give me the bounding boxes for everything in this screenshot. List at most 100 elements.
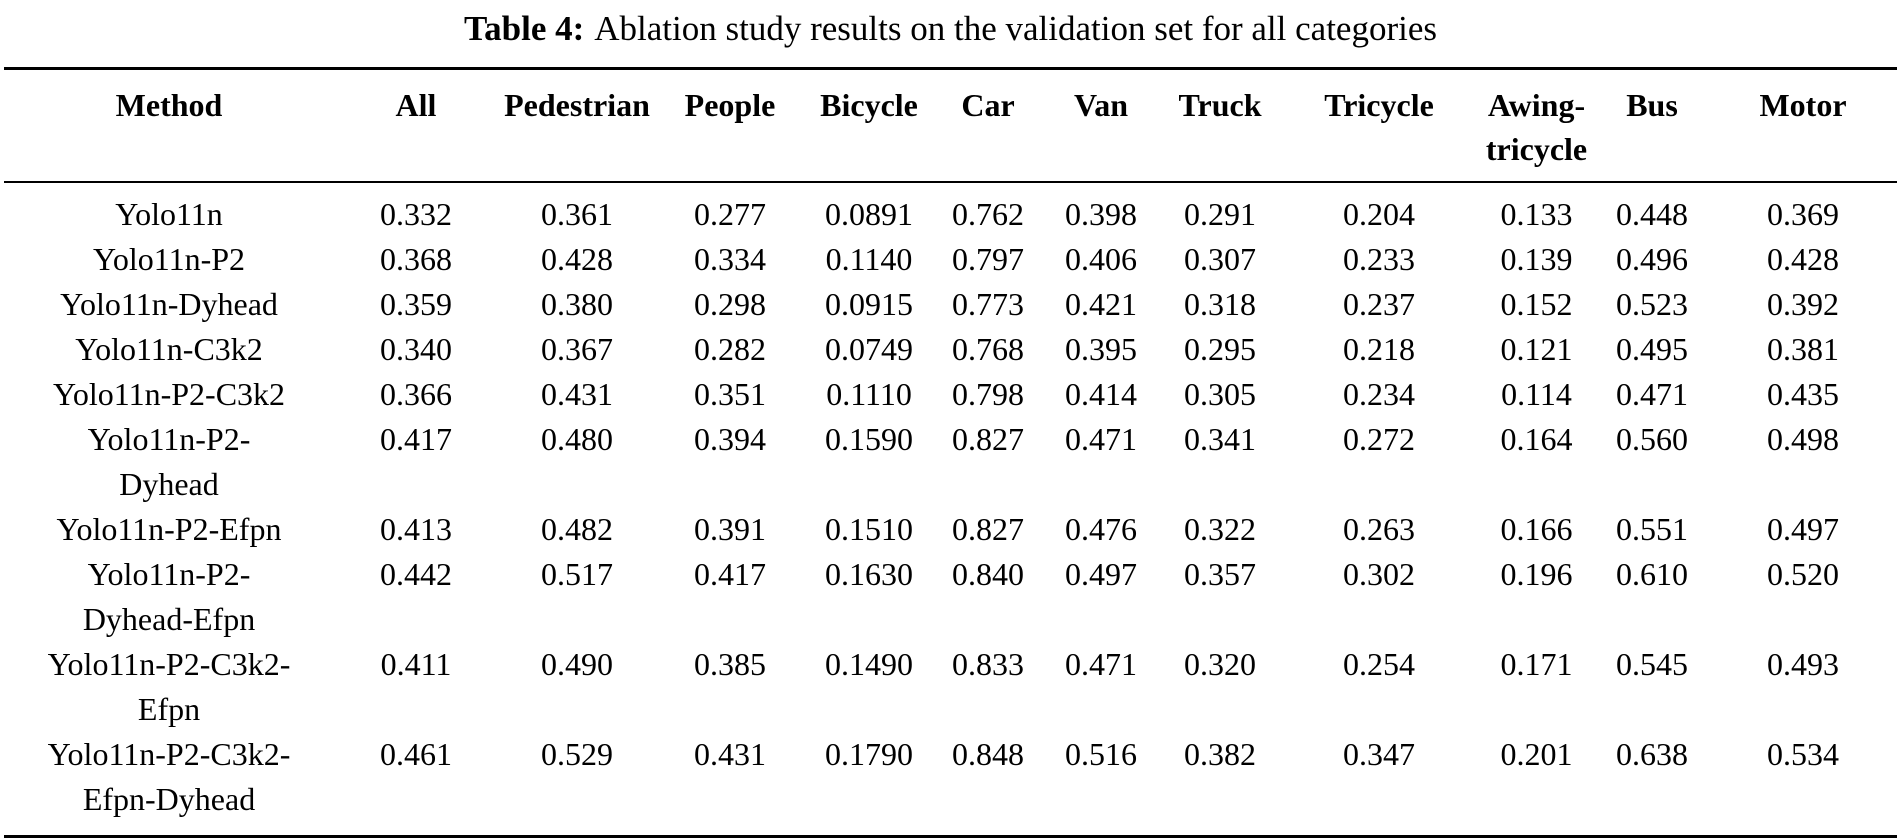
value-cell: 0.762 — [952, 196, 1024, 232]
method-label: Yolo11n-Dyhead — [60, 286, 278, 322]
value-cell: 0.332 — [380, 196, 452, 232]
value-cell: 0.233 — [1343, 241, 1415, 277]
value-cell: 0.380 — [541, 286, 613, 322]
column-header-people: People — [656, 69, 804, 183]
value-cell: 0.282 — [694, 331, 766, 367]
value-cell: 0.196 — [1500, 556, 1573, 592]
value-cell: 0.152 — [1500, 286, 1573, 322]
value-cell: 0.201 — [1500, 736, 1573, 772]
value-cell: 0.347 — [1343, 736, 1415, 772]
value-cell: 0.421 — [1065, 286, 1137, 322]
value-cell: 0.0891 — [825, 196, 913, 232]
value-cell: 0.428 — [1767, 241, 1839, 277]
value-cell: 0.204 — [1343, 196, 1415, 232]
value-cell: 0.340 — [380, 331, 452, 367]
table-row: Yolo11n-Dyhead 0.359 0.380 0.298 0.0915 0.773… — [4, 282, 1897, 327]
value-cell: 0.435 — [1767, 376, 1839, 412]
value-cell: 0.495 — [1616, 331, 1688, 367]
method-cell: Yolo11n-P2-C3k2 — [4, 372, 334, 417]
method-cell: Yolo11n-P2 — [4, 237, 334, 282]
value-cell: 0.523 — [1616, 286, 1688, 322]
value-cell: 0.411 — [380, 646, 452, 682]
column-header-label: Car — [961, 87, 1015, 123]
value-cell: 0.1590 — [825, 421, 913, 457]
value-cell: 0.307 — [1184, 241, 1256, 277]
value-cell: 0.366 — [380, 376, 452, 412]
value-cell: 0.413 — [380, 511, 452, 547]
table-body: Yolo11n 0.332 0.361 0.277 0.0891 0.762 0.398 0.… — [4, 182, 1897, 837]
value-cell: 0.560 — [1616, 421, 1688, 457]
value-cell: 0.351 — [694, 376, 766, 412]
method-cell: Yolo11n-P2- Dyhead — [4, 417, 334, 507]
column-header-bus: Bus — [1595, 69, 1709, 183]
column-header-label: tricycle — [1485, 131, 1588, 167]
value-cell: 0.322 — [1184, 511, 1256, 547]
table-row: Yolo11n-P2- Dyhead 0.417 0.480 0.394 0.1590 0.… — [4, 417, 1897, 507]
value-cell: 0.417 — [694, 556, 766, 592]
table-row: Yolo11n 0.332 0.361 0.277 0.0891 0.762 0.398 0.… — [4, 182, 1897, 237]
method-cell: Yolo11n-P2-C3k2- Efpn — [4, 642, 334, 732]
table-row: Yolo11n-P2- Dyhead-Efpn 0.442 0.517 0.417 0.1… — [4, 552, 1897, 642]
value-cell: 0.398 — [1065, 196, 1137, 232]
value-cell: 0.392 — [1767, 286, 1839, 322]
value-cell: 0.551 — [1616, 511, 1688, 547]
value-cell: 0.517 — [541, 556, 613, 592]
value-cell: 0.497 — [1065, 556, 1137, 592]
table-row: Yolo11n-P2-Efpn 0.413 0.482 0.391 0.1510 0.82… — [4, 507, 1897, 552]
value-cell: 0.395 — [1065, 331, 1137, 367]
value-cell: 0.610 — [1616, 556, 1688, 592]
value-cell: 0.827 — [952, 421, 1024, 457]
value-cell: 0.482 — [541, 511, 613, 547]
column-header-tricycle: Tricycle — [1280, 69, 1478, 183]
value-cell: 0.320 — [1184, 646, 1256, 682]
value-cell: 0.302 — [1343, 556, 1415, 592]
column-header-label: People — [684, 87, 776, 123]
table-row: Yolo11n-P2-C3k2- Efpn-Dyhead 0.461 0.529 0.4… — [4, 732, 1897, 837]
value-cell: 0.139 — [1500, 241, 1573, 277]
value-cell: 0.334 — [694, 241, 766, 277]
table-caption-text: Ablation study results on the validation… — [594, 9, 1437, 48]
value-cell: 0.497 — [1767, 511, 1839, 547]
column-header-label: Bus — [1626, 87, 1678, 123]
value-cell: 0.520 — [1767, 556, 1839, 592]
value-cell: 0.318 — [1184, 286, 1256, 322]
value-cell: 0.357 — [1184, 556, 1256, 592]
value-cell: 0.0749 — [825, 331, 913, 367]
value-cell: 0.368 — [380, 241, 452, 277]
ablation-results-table: Method All Pedestrian People Bicycle Car Van Tr… — [4, 67, 1897, 838]
method-label: Dyhead — [119, 466, 219, 502]
value-cell: 0.121 — [1500, 331, 1573, 367]
value-cell: 0.295 — [1184, 331, 1256, 367]
method-label: Yolo11n-P2 — [92, 241, 246, 277]
value-cell: 0.471 — [1065, 646, 1137, 682]
value-cell: 0.382 — [1184, 736, 1256, 772]
column-header-label: Tricycle — [1324, 87, 1434, 123]
value-cell: 0.1790 — [825, 736, 913, 772]
column-header-label: Pedestrian — [504, 87, 650, 123]
value-cell: 0.263 — [1343, 511, 1415, 547]
value-cell: 0.298 — [694, 286, 766, 322]
value-cell: 0.305 — [1184, 376, 1256, 412]
column-header-car: Car — [934, 69, 1042, 183]
value-cell: 0.848 — [952, 736, 1024, 772]
table-row: Yolo11n-P2 0.368 0.428 0.334 0.1140 0.797 0.40… — [4, 237, 1897, 282]
value-cell: 0.516 — [1065, 736, 1137, 772]
value-cell: 0.1510 — [825, 511, 913, 547]
table-row: Yolo11n-P2-C3k2- Efpn 0.411 0.490 0.385 0.149… — [4, 642, 1897, 732]
value-cell: 0.394 — [694, 421, 766, 457]
value-cell: 0.272 — [1343, 421, 1415, 457]
value-cell: 0.234 — [1343, 376, 1415, 412]
value-cell: 0.218 — [1343, 331, 1415, 367]
column-header-label: Awing- — [1487, 87, 1586, 123]
value-cell: 0.414 — [1065, 376, 1137, 412]
method-label: Yolo11n-P2-C3k2- — [47, 646, 291, 682]
value-cell: 0.768 — [952, 331, 1024, 367]
value-cell: 0.498 — [1767, 421, 1839, 457]
table-caption: Table 4: Ablation study results on the va… — [0, 0, 1901, 52]
method-label: Yolo11n-P2- — [87, 556, 251, 592]
value-cell: 0.391 — [694, 511, 766, 547]
value-cell: 0.827 — [952, 511, 1024, 547]
method-cell: Yolo11n — [4, 182, 334, 237]
value-cell: 0.1140 — [825, 241, 913, 277]
